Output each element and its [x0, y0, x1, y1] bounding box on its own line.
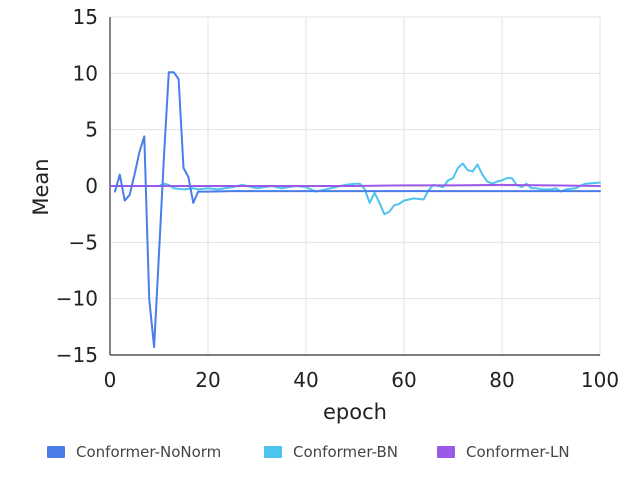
y-tick-label: 5 [85, 118, 98, 142]
x-tick-label: 20 [195, 368, 220, 392]
y-tick-label: −10 [56, 287, 98, 311]
y-tick-label: 15 [73, 5, 98, 29]
series-line-conformer-bn [113, 162, 601, 216]
x-tick-label: 60 [391, 368, 416, 392]
y-tick-label: −15 [56, 343, 98, 367]
legend-swatch [47, 446, 65, 458]
x-axis-ticks: 0 20 40 60 80 100 [104, 368, 619, 392]
series-line-conformer-ln [109, 183, 601, 187]
series-line-conformer-nonorm [113, 71, 601, 349]
x-axis-label: epoch [323, 400, 387, 424]
x-tick-label: 100 [581, 368, 619, 392]
y-tick-label: 0 [85, 174, 98, 198]
x-tick-label: 0 [104, 368, 117, 392]
x-tick-label: 40 [293, 368, 318, 392]
legend-item-conformer-bn[interactable]: Conformer-BN [264, 443, 398, 461]
y-tick-label: 10 [73, 61, 98, 85]
x-tick-label: 80 [489, 368, 514, 392]
legend[interactable]: Conformer-NoNorm Conformer-BN Conformer-LN [47, 443, 570, 461]
legend-item-conformer-nonorm[interactable]: Conformer-NoNorm [47, 443, 221, 461]
y-axis-ticks: 15 10 5 0 −5 −10 −15 [56, 5, 98, 367]
legend-label: Conformer-BN [293, 443, 398, 461]
legend-swatch [437, 446, 455, 458]
y-axis-label: Mean [29, 158, 53, 215]
legend-label: Conformer-NoNorm [76, 443, 221, 461]
series-lines [109, 71, 601, 349]
legend-item-conformer-ln[interactable]: Conformer-LN [437, 443, 570, 461]
legend-label: Conformer-LN [466, 443, 570, 461]
y-tick-label: −5 [69, 230, 98, 254]
legend-swatch [264, 446, 282, 458]
